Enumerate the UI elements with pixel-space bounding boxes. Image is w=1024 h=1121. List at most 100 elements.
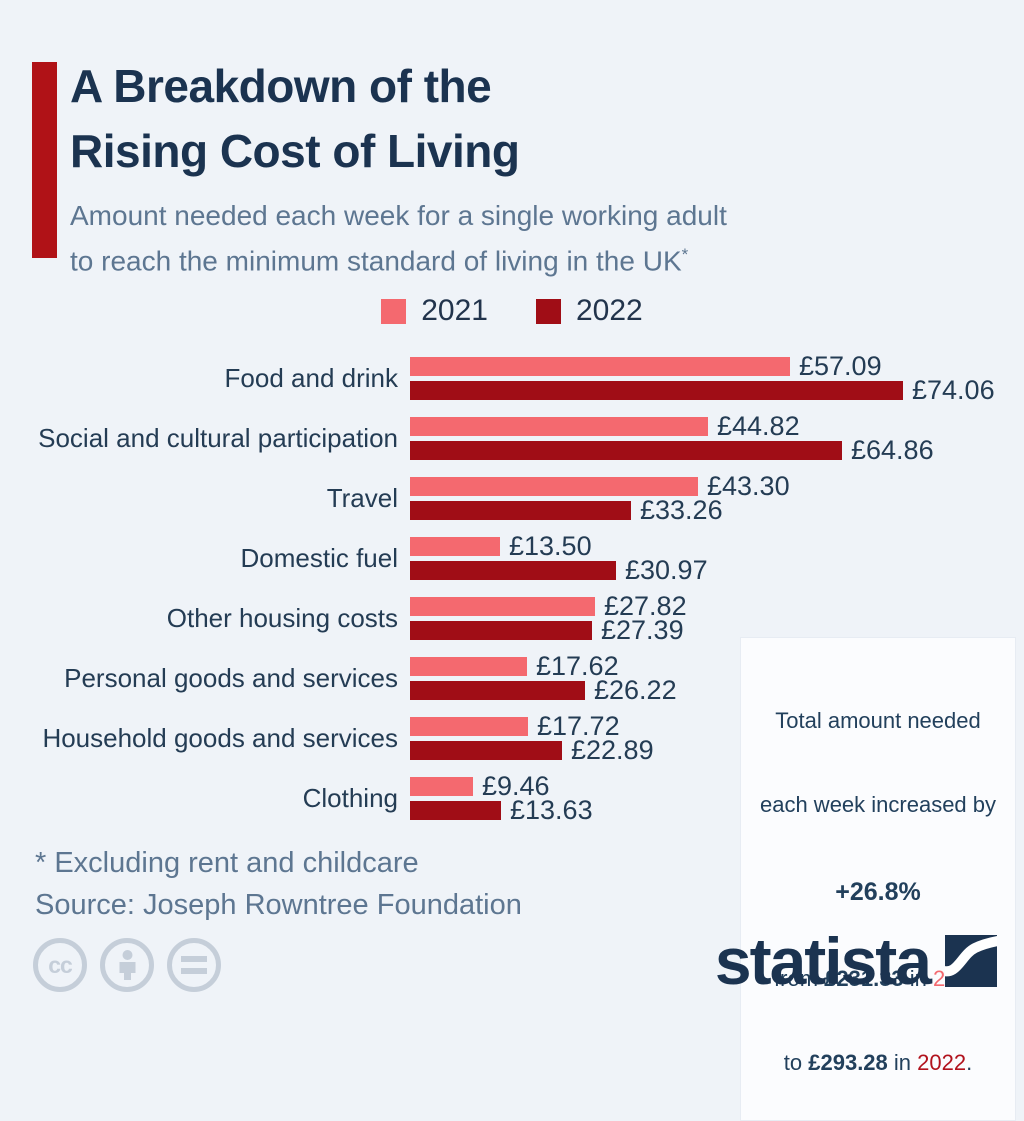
statista-branding: statista <box>715 928 997 994</box>
bar-line-2021: £57.09 <box>410 351 1024 381</box>
legend-swatch-2022 <box>536 298 561 324</box>
bar-2021 <box>410 657 527 676</box>
value-label-2021: £43.30 <box>707 471 790 501</box>
value-label-2022: £13.63 <box>510 795 593 825</box>
chart: Food and drink £57.09 £74.06 Social and cul… <box>0 351 1024 837</box>
callout-period: . <box>966 1050 973 1075</box>
asterisk-note: * Excluding rent and childcare <box>35 847 419 879</box>
callout-line-1: Total amount needed <box>775 708 981 733</box>
bar-line-2021: £17.72 <box>410 711 1024 741</box>
chart-row: Travel £43.30 £33.26 <box>0 471 1024 525</box>
callout-to-infix: in <box>887 1050 918 1075</box>
bar-group: £17.62 £26.22 <box>410 651 1024 705</box>
chart-row: Household goods and services £17.72 £22.89 <box>0 711 1024 765</box>
value-label-2022: £64.86 <box>851 435 934 465</box>
callout-from-prefix: from <box>774 966 825 991</box>
bar-2022 <box>410 561 616 580</box>
bar-line-2022: £13.63 <box>410 795 1024 825</box>
bar-2021 <box>410 537 500 556</box>
bar-line-2022: £33.26 <box>410 495 1024 525</box>
value-label-2021: £57.09 <box>799 351 882 381</box>
bar-2021 <box>410 777 473 796</box>
value-label-2022: £74.06 <box>912 375 995 405</box>
category-label: Travel <box>326 483 398 513</box>
category-label: Food and drink <box>224 363 398 393</box>
chart-row: Clothing £9.46 £13.63 <box>0 771 1024 825</box>
value-label-2021: £27.82 <box>604 591 687 621</box>
legend-item-2021: 2021 <box>381 294 488 328</box>
category-label: Clothing <box>302 783 398 813</box>
bar-group: £44.82 £64.86 <box>410 411 1024 465</box>
bar-2022 <box>410 381 903 400</box>
bar-line-2021: £17.62 <box>410 651 1024 681</box>
legend-swatch-2021 <box>381 298 407 324</box>
bar-group: £57.09 £74.06 <box>410 351 1024 405</box>
bar-2021 <box>410 417 708 436</box>
legend: 2021 2022 <box>0 294 1024 328</box>
bar-line-2022: £22.89 <box>410 735 1024 765</box>
callout-box: Total amount needed each week increased … <box>740 637 1016 1121</box>
chart-row: Domestic fuel £13.50 £30.97 <box>0 531 1024 585</box>
bar-2022 <box>410 681 585 700</box>
callout-to-line: to £293.28 in 2022. <box>747 1049 1009 1077</box>
callout-from-amount: £231.33 <box>824 966 904 991</box>
bar-group: £9.46 £13.63 <box>410 771 1024 825</box>
chart-row: Personal goods and services £17.62 £26.22 <box>0 651 1024 705</box>
bar-line-2021: £44.82 <box>410 411 1024 441</box>
bar-2021 <box>410 477 698 496</box>
value-label-2021: £17.62 <box>536 651 619 681</box>
subtitle-line-1: Amount needed each week for a single wor… <box>70 200 727 231</box>
legend-label: 2022 <box>576 294 643 327</box>
value-label-2022: £26.22 <box>594 675 677 705</box>
title-line-1: A Breakdown of the <box>70 60 492 112</box>
value-label-2021: £9.46 <box>482 771 550 801</box>
bar-line-2022: £26.22 <box>410 675 1024 705</box>
bar-group: £17.72 £22.89 <box>410 711 1024 765</box>
category-label: Personal goods and services <box>64 663 398 693</box>
category-label: Social and cultural participation <box>38 423 398 453</box>
bar-line-2022: £30.97 <box>410 555 1024 585</box>
bar-line-2022: £27.39 <box>410 615 1024 645</box>
value-label-2022: £27.39 <box>601 615 684 645</box>
chart-row: Other housing costs £27.82 £27.39 <box>0 591 1024 645</box>
bar-2021 <box>410 717 528 736</box>
subtitle-line-2: to reach the minimum standard of living … <box>70 235 727 280</box>
cc-icon: cc <box>33 938 87 992</box>
title-accent-bar <box>32 62 57 258</box>
value-label-2021: £17.72 <box>537 711 620 741</box>
callout-year-2022: 2022 <box>917 1050 967 1075</box>
bar-2021 <box>410 597 595 616</box>
bar-2021 <box>410 357 790 376</box>
bar-line-2021: £9.46 <box>410 771 1024 801</box>
statista-logo-icon <box>945 935 997 987</box>
source-note: Source: Joseph Rowntree Foundation <box>35 889 522 921</box>
category-label: Other housing costs <box>166 603 398 633</box>
legend-item-2022: 2022 <box>536 294 643 328</box>
callout-percentage: +26.8% <box>835 878 921 906</box>
bar-group: £43.30 £33.26 <box>410 471 1024 525</box>
title-line-2: Rising Cost of Living <box>70 125 520 177</box>
value-label-2022: £22.89 <box>571 735 654 765</box>
no-derivatives-equals-icon <box>167 938 221 992</box>
bar-line-2022: £74.06 <box>410 375 1024 405</box>
chart-subtitle: Amount needed each week for a single wor… <box>70 196 727 280</box>
chart-row: Food and drink £57.09 £74.06 <box>0 351 1024 405</box>
value-label-2021: £13.50 <box>509 531 592 561</box>
bar-line-2021: £13.50 <box>410 531 1024 561</box>
value-label-2022: £33.26 <box>640 495 723 525</box>
bar-2022 <box>410 621 592 640</box>
legend-label: 2021 <box>421 294 488 327</box>
category-label: Domestic fuel <box>240 543 399 573</box>
value-label-2022: £30.97 <box>625 555 708 585</box>
page-title: A Breakdown of the Rising Cost of Living <box>70 54 520 184</box>
statista-wordmark: statista <box>714 924 932 998</box>
bar-line-2022: £64.86 <box>410 435 1024 465</box>
bar-group: £27.82 £27.39 <box>410 591 1024 645</box>
attribution-person-icon <box>100 938 154 992</box>
callout-from-infix: in <box>903 966 934 991</box>
bar-group: £13.50 £30.97 <box>410 531 1024 585</box>
callout-to-prefix: to <box>783 1050 809 1075</box>
category-label: Household goods and services <box>42 723 398 753</box>
license-icons: cc <box>33 938 221 992</box>
bar-2022 <box>410 801 501 820</box>
